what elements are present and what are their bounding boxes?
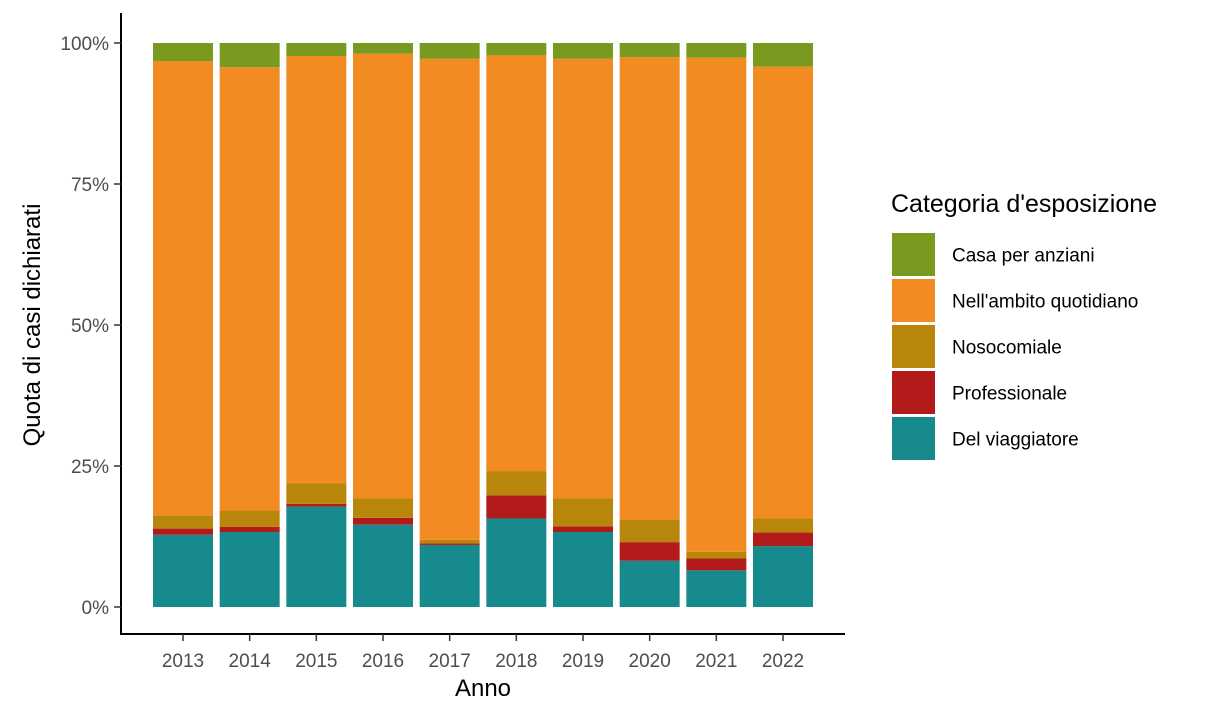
bar-segment bbox=[686, 43, 747, 58]
bar-segment bbox=[419, 543, 480, 545]
x-tick-label: 2022 bbox=[762, 651, 804, 672]
bar-segment bbox=[553, 58, 613, 499]
bar-segment bbox=[219, 510, 280, 527]
bar-segment bbox=[286, 43, 347, 56]
x-axis-title: Anno bbox=[455, 675, 511, 702]
bar-segment bbox=[286, 55, 347, 484]
legend-label: Casa per anziani bbox=[952, 246, 1095, 267]
bar-segment bbox=[753, 518, 813, 533]
bar-segment bbox=[753, 43, 813, 67]
bar-segment bbox=[686, 570, 747, 607]
bar-segment bbox=[219, 67, 280, 511]
bar-segment bbox=[486, 495, 547, 519]
bar-segment bbox=[353, 43, 413, 54]
bar-segment bbox=[553, 43, 613, 59]
bar-segment bbox=[686, 57, 747, 552]
x-axis-ticks: 2013 2014 2015 2016 2017 2018 2019 2020 2021 2022 bbox=[162, 634, 804, 672]
bar-segment bbox=[219, 43, 280, 68]
bar-segment bbox=[419, 58, 480, 540]
bar-segment bbox=[619, 519, 680, 543]
bar-segment bbox=[553, 531, 613, 607]
bar-segment bbox=[353, 517, 413, 525]
y-tick-label: 75% bbox=[71, 175, 109, 196]
x-tick-label: 2016 bbox=[362, 651, 404, 672]
legend-key bbox=[892, 371, 935, 414]
bar-segment bbox=[419, 539, 480, 544]
bar-segment bbox=[419, 43, 480, 59]
legend-label: Professionale bbox=[952, 384, 1067, 405]
y-tick-label: 25% bbox=[71, 457, 109, 478]
y-tick-label: 50% bbox=[71, 316, 109, 337]
legend: Categoria d'esposizione Casa per anziani… bbox=[891, 190, 1157, 460]
legend-label: Nosocomiale bbox=[952, 338, 1062, 359]
bar-segment bbox=[686, 558, 747, 571]
bar-segment bbox=[619, 560, 680, 607]
bar-segment bbox=[153, 528, 213, 535]
bar-segment bbox=[419, 544, 480, 607]
x-tick-label: 2017 bbox=[429, 651, 471, 672]
legend-key bbox=[892, 233, 935, 276]
bar-segment bbox=[753, 66, 813, 519]
bar-segment bbox=[753, 546, 813, 607]
bar-segment bbox=[486, 43, 547, 56]
y-tick-label: 100% bbox=[60, 34, 109, 55]
legend-key bbox=[892, 417, 935, 460]
x-tick-label: 2015 bbox=[295, 651, 337, 672]
x-tick-label: 2019 bbox=[562, 651, 604, 672]
bars-layer bbox=[153, 43, 813, 607]
bar-segment bbox=[353, 524, 413, 607]
bar-segment bbox=[153, 43, 213, 62]
y-tick-label: 0% bbox=[82, 598, 110, 619]
y-axis-ticks: 0% 25% 50% 75% 100% bbox=[60, 34, 121, 619]
bar-segment bbox=[619, 542, 680, 561]
legend-label: Del viaggiatore bbox=[952, 430, 1079, 451]
legend-label: Nell'ambito quotidiano bbox=[952, 292, 1138, 313]
bar-segment bbox=[686, 551, 747, 559]
bar-segment bbox=[486, 55, 547, 472]
x-tick-label: 2021 bbox=[695, 651, 737, 672]
bar-segment bbox=[553, 526, 613, 532]
bar-segment bbox=[286, 506, 347, 607]
bar-segment bbox=[553, 498, 613, 527]
bar-segment bbox=[353, 53, 413, 499]
bar-segment bbox=[486, 518, 547, 607]
bar-segment bbox=[353, 498, 413, 518]
x-tick-label: 2020 bbox=[629, 651, 671, 672]
bar-segment bbox=[219, 526, 280, 532]
bar-segment bbox=[219, 531, 280, 607]
bar-segment bbox=[753, 532, 813, 547]
bar-segment bbox=[153, 534, 213, 607]
bar-segment bbox=[153, 61, 213, 516]
bar-segment bbox=[486, 471, 547, 496]
bar-segment bbox=[619, 43, 680, 58]
legend-title: Categoria d'esposizione bbox=[891, 190, 1157, 218]
x-tick-label: 2013 bbox=[162, 651, 204, 672]
bar-segment bbox=[619, 57, 680, 520]
x-tick-label: 2014 bbox=[229, 651, 272, 672]
bar-segment bbox=[286, 483, 347, 504]
y-axis-title: Quota di casi dichiarati bbox=[19, 204, 46, 447]
bar-segment bbox=[153, 515, 213, 529]
legend-key bbox=[892, 279, 935, 322]
legend-key bbox=[892, 325, 935, 368]
bar-segment bbox=[286, 503, 347, 507]
x-tick-label: 2018 bbox=[495, 651, 537, 672]
